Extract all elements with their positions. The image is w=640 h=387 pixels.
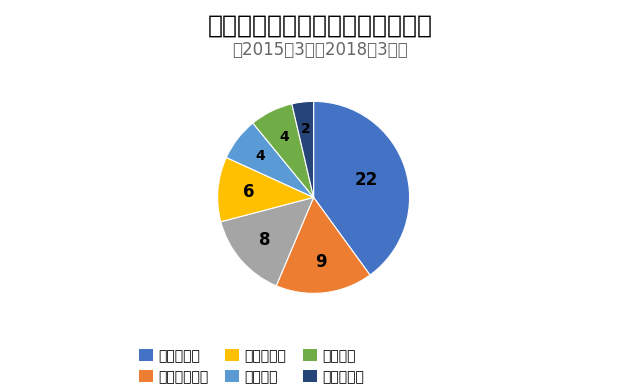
Text: 9: 9 [316, 253, 327, 271]
Wedge shape [314, 101, 410, 275]
Text: 4: 4 [255, 149, 265, 163]
Wedge shape [221, 197, 314, 286]
Text: 8: 8 [259, 231, 270, 249]
Wedge shape [276, 197, 370, 293]
Wedge shape [218, 158, 314, 222]
Legend: 循環器内科, 心臓血管外科, 救急科, 脳神経外科, 神経内科, 整形外科, 消化器外科: 循環器内科, 心臓血管外科, 救急科, 脳神経外科, 神経内科, 整形外科, 消… [133, 344, 370, 387]
Text: 2: 2 [301, 122, 310, 136]
Text: 6: 6 [243, 183, 254, 201]
Text: 4: 4 [279, 130, 289, 144]
Wedge shape [292, 101, 314, 197]
Text: ドクターヘリ搬送症例（疾患別）: ドクターヘリ搬送症例（疾患別） [207, 14, 433, 38]
Wedge shape [253, 104, 314, 197]
Wedge shape [227, 123, 314, 197]
Text: 22: 22 [355, 171, 378, 189]
Text: 〔2015年3月～2018年3月〕: 〔2015年3月～2018年3月〕 [232, 41, 408, 59]
